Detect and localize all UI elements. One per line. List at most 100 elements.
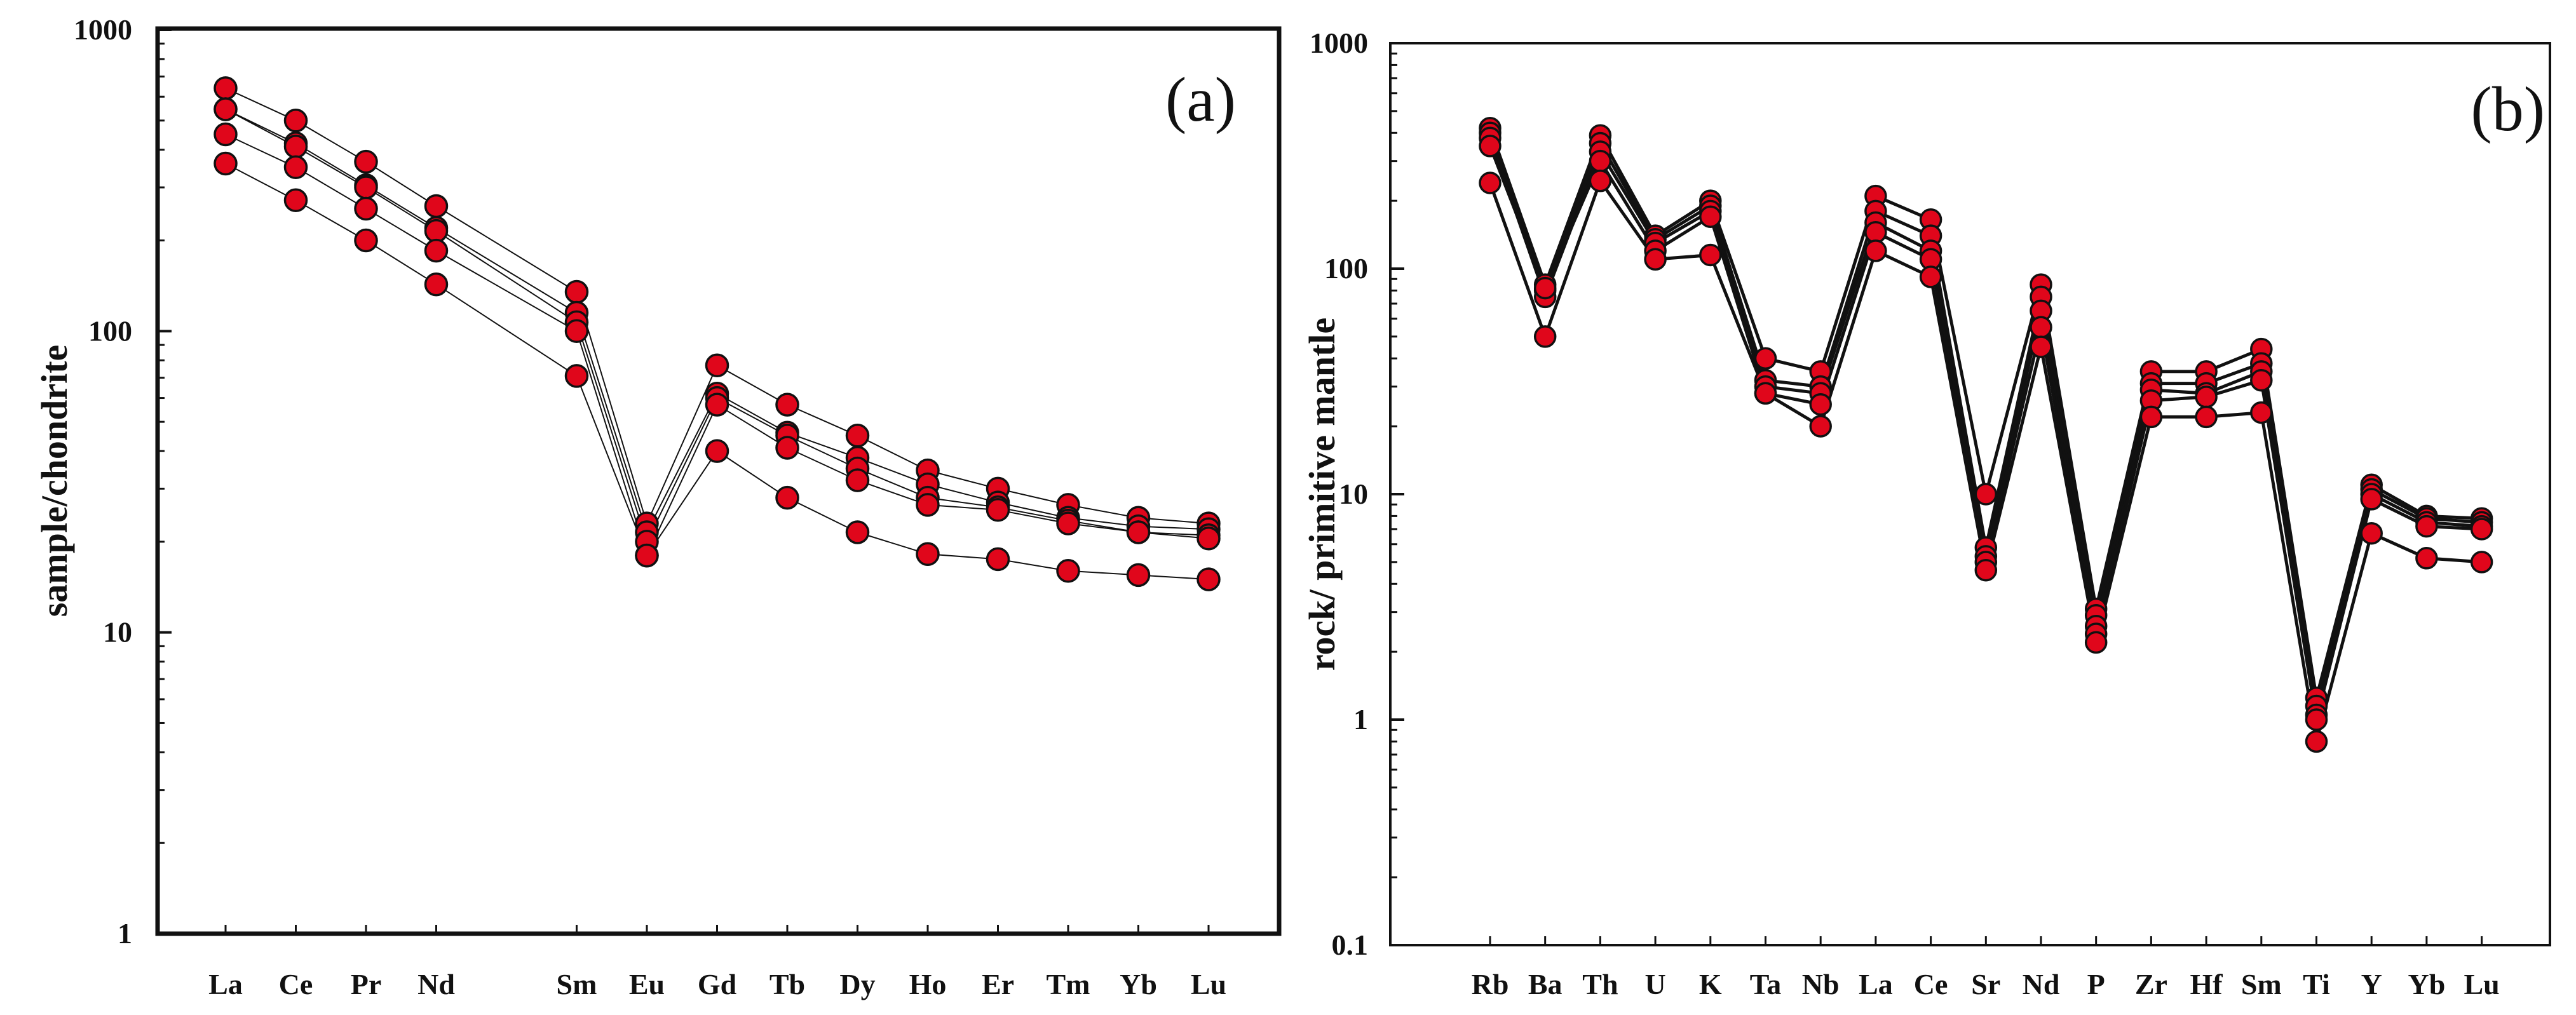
data-point <box>705 393 729 417</box>
data-point <box>1479 135 1502 158</box>
panel-a-y-axis-title: sample/chondrite <box>34 345 75 617</box>
data-point <box>1589 149 1612 173</box>
data-point <box>1864 239 1887 262</box>
y-tick-label: 10 <box>103 616 132 649</box>
data-point <box>1754 382 1777 405</box>
y-tick-label: 1 <box>1353 703 1368 736</box>
x-tick-label-sr: Sr <box>1971 968 2000 1000</box>
panel-b-chart: (b) rock/ primitive mantle 0.1 1 10 100 1000… <box>1301 27 2551 1000</box>
data-point <box>2195 405 2218 429</box>
series-line-4 <box>225 133 1209 556</box>
data-point <box>2305 708 2328 731</box>
data-point <box>705 353 729 377</box>
data-point <box>214 122 238 147</box>
data-point <box>424 238 449 263</box>
y-tick-label: 10 <box>1339 478 1368 510</box>
data-point <box>354 175 378 199</box>
data-point <box>283 188 308 212</box>
x-tick-label-u: U <box>1644 968 1665 1000</box>
data-point <box>705 439 729 463</box>
panel-b-label: (b) <box>2471 74 2545 144</box>
panel-b-y-ticks: 0.1 1 10 100 1000 <box>1310 27 1404 961</box>
x-tick-label-yb: Yb <box>2408 968 2445 1000</box>
data-point <box>2360 488 2383 511</box>
x-tick-label-ba: Ba <box>1528 968 1563 1000</box>
panel-a-frame <box>155 26 1282 936</box>
x-tick-label-nd: Nd <box>2023 968 2060 1000</box>
data-point <box>1126 563 1151 588</box>
x-tick-label-la: La <box>1859 968 1893 1000</box>
data-point <box>1589 170 1612 192</box>
data-point <box>1809 393 1832 416</box>
panel-a-series <box>214 76 1221 591</box>
y-tick-label: 100 <box>88 314 132 347</box>
data-point <box>564 279 589 304</box>
data-point <box>2195 386 2218 408</box>
data-point <box>1809 415 1832 438</box>
x-tick-label-ti: Ti <box>2303 968 2330 1000</box>
x-tick-label-y: Y <box>2361 968 2382 1000</box>
data-point <box>775 393 799 417</box>
x-tick-label-rb: Rb <box>1472 968 1509 1000</box>
x-tick-label-hf: Hf <box>2190 968 2223 1000</box>
data-point <box>845 468 870 492</box>
y-tick-label: 1000 <box>1310 27 1368 59</box>
data-point <box>775 436 799 460</box>
x-tick-label-sm: Sm <box>2241 968 2282 1000</box>
data-point <box>214 76 238 100</box>
data-point <box>2030 335 2052 358</box>
data-point <box>1196 527 1221 551</box>
x-tick-label-ta: Ta <box>1750 968 1781 1000</box>
data-point <box>986 498 1010 522</box>
x-tick-label-k: K <box>1699 968 1722 1000</box>
x-tick-label-tm: Tm <box>1047 968 1090 1000</box>
data-point <box>1919 266 1942 288</box>
data-point <box>424 218 449 243</box>
data-point <box>1699 205 1722 228</box>
data-point <box>2360 521 2383 545</box>
data-point <box>1533 276 1557 300</box>
data-point <box>564 319 589 344</box>
series-lines <box>1488 127 2482 743</box>
data-point <box>354 149 378 174</box>
data-point <box>1479 171 1502 194</box>
y-tick-label: 1 <box>118 917 132 950</box>
y-tick-label: 100 <box>1324 252 1368 285</box>
data-point <box>564 364 589 388</box>
data-point <box>2139 405 2163 429</box>
panel-a-y-ticks: 1 10 100 1000 <box>74 13 172 950</box>
series-line-2 <box>1488 132 2482 708</box>
data-point <box>845 520 870 544</box>
data-point <box>283 109 308 133</box>
x-tick-label-dy: Dy <box>839 968 875 1000</box>
x-tick-label-pr: Pr <box>351 968 382 1000</box>
series-line-3 <box>225 109 1209 542</box>
y-tick-label: 0.1 <box>1332 929 1369 961</box>
data-point <box>1196 567 1221 591</box>
data-point <box>1754 347 1777 370</box>
x-tick-label-er: Er <box>982 968 1014 1000</box>
x-tick-label-lu: Lu <box>1191 968 1226 1000</box>
data-point <box>986 547 1010 572</box>
data-point <box>354 196 378 221</box>
data-point <box>1974 558 1998 582</box>
data-point <box>1699 243 1722 267</box>
x-tick-label-ce: Ce <box>279 968 313 1000</box>
x-tick-label-ce: Ce <box>1914 968 1948 1000</box>
data-point <box>1864 220 1887 244</box>
panel-b-y-axis-title: rock/ primitive mantle <box>1301 318 1343 671</box>
data-point <box>916 542 940 567</box>
data-point <box>214 97 238 121</box>
data-point <box>424 194 449 218</box>
panel-a-x-ticks: La Ce Pr Nd Sm Eu Gd Tb Dy Ho Er Tm Yb Lu <box>208 925 1226 1000</box>
x-tick-label-tb: Tb <box>769 968 805 1000</box>
x-tick-label-nb: Nb <box>1802 968 1840 1000</box>
data-point <box>2305 730 2328 753</box>
data-point <box>214 151 238 176</box>
series-line-2 <box>225 109 1209 533</box>
x-tick-label-sm: Sm <box>557 968 597 1000</box>
data-point <box>2030 316 2052 339</box>
panel-a-chart: (a) sample/chondrite 1 10 100 1000 La Ce Pr Nd… <box>34 13 1282 1000</box>
data-point <box>2415 547 2438 570</box>
